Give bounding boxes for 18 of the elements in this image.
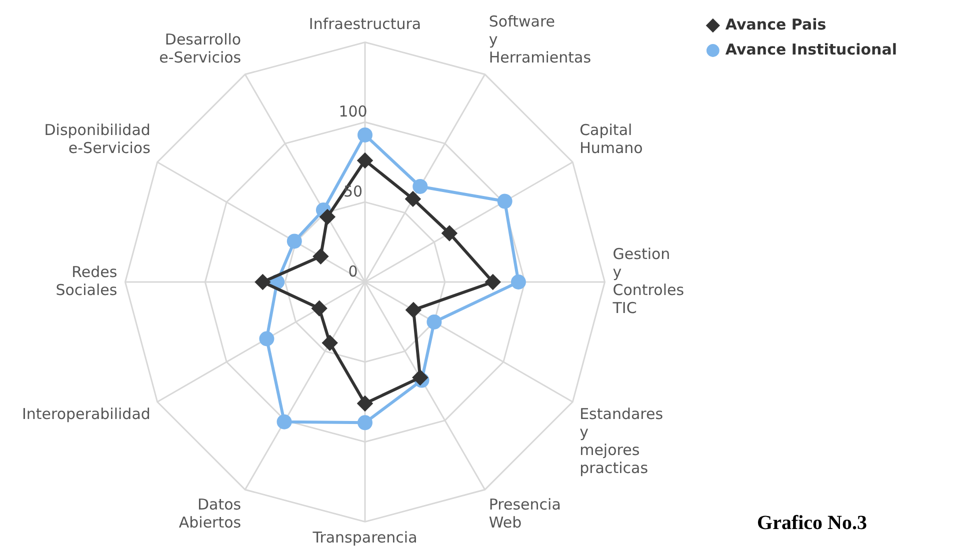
spoke-label: Datos Abiertos	[178, 495, 242, 532]
spoke-label: Gestion y Controles TIC	[612, 244, 684, 317]
spoke-label: Infraestructura	[308, 15, 422, 34]
spoke-label: Transparencia	[312, 528, 418, 547]
y-tick-label: 0	[348, 262, 358, 280]
text: Grafico No.3	[757, 512, 867, 535]
spoke-label: Software y Herramientas	[488, 12, 592, 66]
spoke-label: Desarrollo e-Servicios	[159, 30, 242, 66]
spoke-label: Estandares y mejores practicas	[580, 404, 664, 477]
y-tick-label: 100	[338, 102, 368, 121]
spoke-label: Interoperabilidad	[22, 404, 150, 423]
legend-label: Avance Institucional	[725, 40, 898, 58]
spoke-label: Presencia Web	[488, 495, 561, 532]
spoke-label: Disponibilidad e-Servicios	[44, 121, 151, 158]
spoke-label: Capital Humano	[580, 121, 643, 158]
spoke-label: Redes Sociales	[56, 262, 118, 299]
y-tick-label: 50	[343, 182, 363, 200]
legend-label: Avance Pais	[725, 15, 826, 34]
